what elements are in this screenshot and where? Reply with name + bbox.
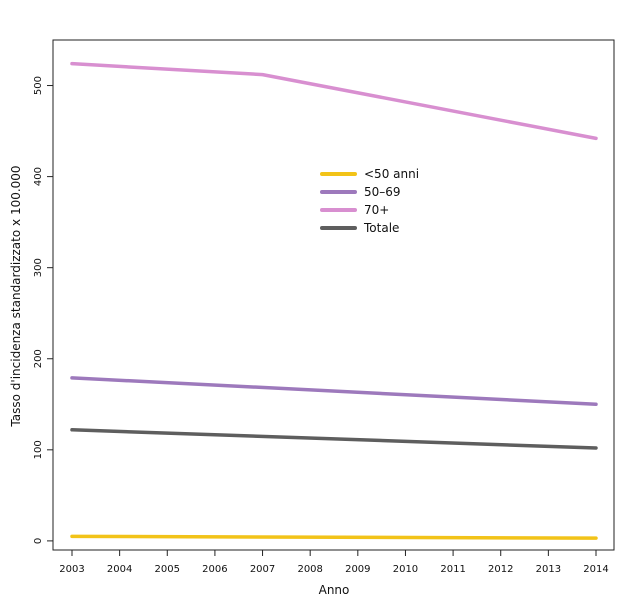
series-line-1 <box>70 376 598 407</box>
series-line-2 <box>70 61 598 141</box>
x-tick-label: 2004 <box>107 564 132 575</box>
x-tick-label: 2013 <box>536 564 561 575</box>
plot-frame <box>52 39 615 551</box>
y-tick-label: 0 <box>33 538 44 544</box>
x-tick-label: 2003 <box>59 564 84 575</box>
x-tick-label: 2011 <box>440 564 465 575</box>
x-tick-label: 2008 <box>297 564 322 575</box>
x-tick-label: 2005 <box>155 564 180 575</box>
legend: <50 anni 50–69 70+ Totale <box>320 167 419 235</box>
x-tick-label: 2014 <box>583 564 608 575</box>
legend-label: 50–69 <box>364 185 401 199</box>
series-line-3 <box>70 428 598 450</box>
series-lines <box>70 61 598 540</box>
x-tick-label: 2006 <box>202 564 227 575</box>
x-tick-label: 2007 <box>250 564 275 575</box>
legend-label: 70+ <box>364 203 389 217</box>
x-axis: 2003 2004 2005 2006 2007 2008 2009 2010 2011 2012… <box>59 550 609 575</box>
x-tick-label: 2012 <box>488 564 513 575</box>
y-tick-label: 100 <box>33 440 44 459</box>
x-tick-label: 2010 <box>393 564 418 575</box>
legend-label: Totale <box>363 221 399 235</box>
x-tick-label: 2009 <box>345 564 370 575</box>
y-tick-label: 300 <box>33 258 44 277</box>
y-tick-label: 500 <box>33 76 44 95</box>
y-tick-label: 200 <box>33 349 44 368</box>
y-axis-title: Tasso d'incidenza standardizzato x 100.0… <box>9 165 23 427</box>
x-axis-title: Anno <box>319 583 350 597</box>
legend-label: <50 anni <box>364 167 419 181</box>
y-tick-label: 400 <box>33 167 44 186</box>
y-axis: 0 100 200 300 400 500 <box>33 76 53 544</box>
series-line-0 <box>70 534 598 540</box>
